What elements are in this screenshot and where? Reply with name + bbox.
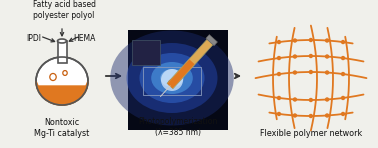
FancyBboxPatch shape (128, 30, 228, 130)
Circle shape (277, 40, 281, 44)
Circle shape (341, 96, 345, 100)
Polygon shape (36, 81, 88, 105)
Ellipse shape (36, 57, 88, 105)
Text: Fatty acid based
polyester polyol: Fatty acid based polyester polyol (33, 0, 96, 20)
Text: Nontoxic
Mg-Ti catalyst: Nontoxic Mg-Ti catalyst (34, 118, 90, 138)
Circle shape (325, 38, 329, 43)
Text: HEMA: HEMA (73, 33, 95, 42)
Circle shape (277, 96, 281, 100)
Circle shape (341, 72, 345, 76)
Circle shape (325, 113, 329, 118)
Ellipse shape (161, 69, 183, 91)
Circle shape (309, 114, 313, 118)
Circle shape (309, 98, 313, 102)
Circle shape (341, 40, 345, 44)
Ellipse shape (160, 69, 184, 87)
Polygon shape (167, 39, 213, 89)
Ellipse shape (127, 43, 217, 113)
Circle shape (309, 70, 313, 74)
Circle shape (293, 70, 297, 75)
Ellipse shape (110, 30, 234, 126)
Circle shape (277, 112, 281, 116)
Text: Photopolymerization
(λ=385 nm): Photopolymerization (λ=385 nm) (138, 117, 218, 137)
Ellipse shape (139, 53, 204, 103)
Ellipse shape (57, 39, 67, 43)
Circle shape (309, 54, 313, 58)
Circle shape (309, 38, 313, 42)
Circle shape (325, 70, 329, 75)
Circle shape (277, 72, 281, 76)
Circle shape (325, 97, 329, 102)
Polygon shape (57, 41, 67, 63)
Circle shape (341, 112, 345, 116)
Polygon shape (167, 59, 195, 88)
FancyBboxPatch shape (132, 40, 160, 65)
Ellipse shape (151, 62, 193, 94)
Circle shape (293, 38, 297, 43)
Circle shape (277, 56, 281, 60)
Polygon shape (206, 35, 217, 46)
Circle shape (293, 97, 297, 102)
Circle shape (341, 56, 345, 60)
Text: Flexible polymer network: Flexible polymer network (260, 129, 362, 138)
Circle shape (293, 113, 297, 118)
Circle shape (325, 54, 329, 59)
Text: IPDI: IPDI (26, 33, 42, 42)
Circle shape (293, 54, 297, 59)
Ellipse shape (168, 79, 174, 86)
